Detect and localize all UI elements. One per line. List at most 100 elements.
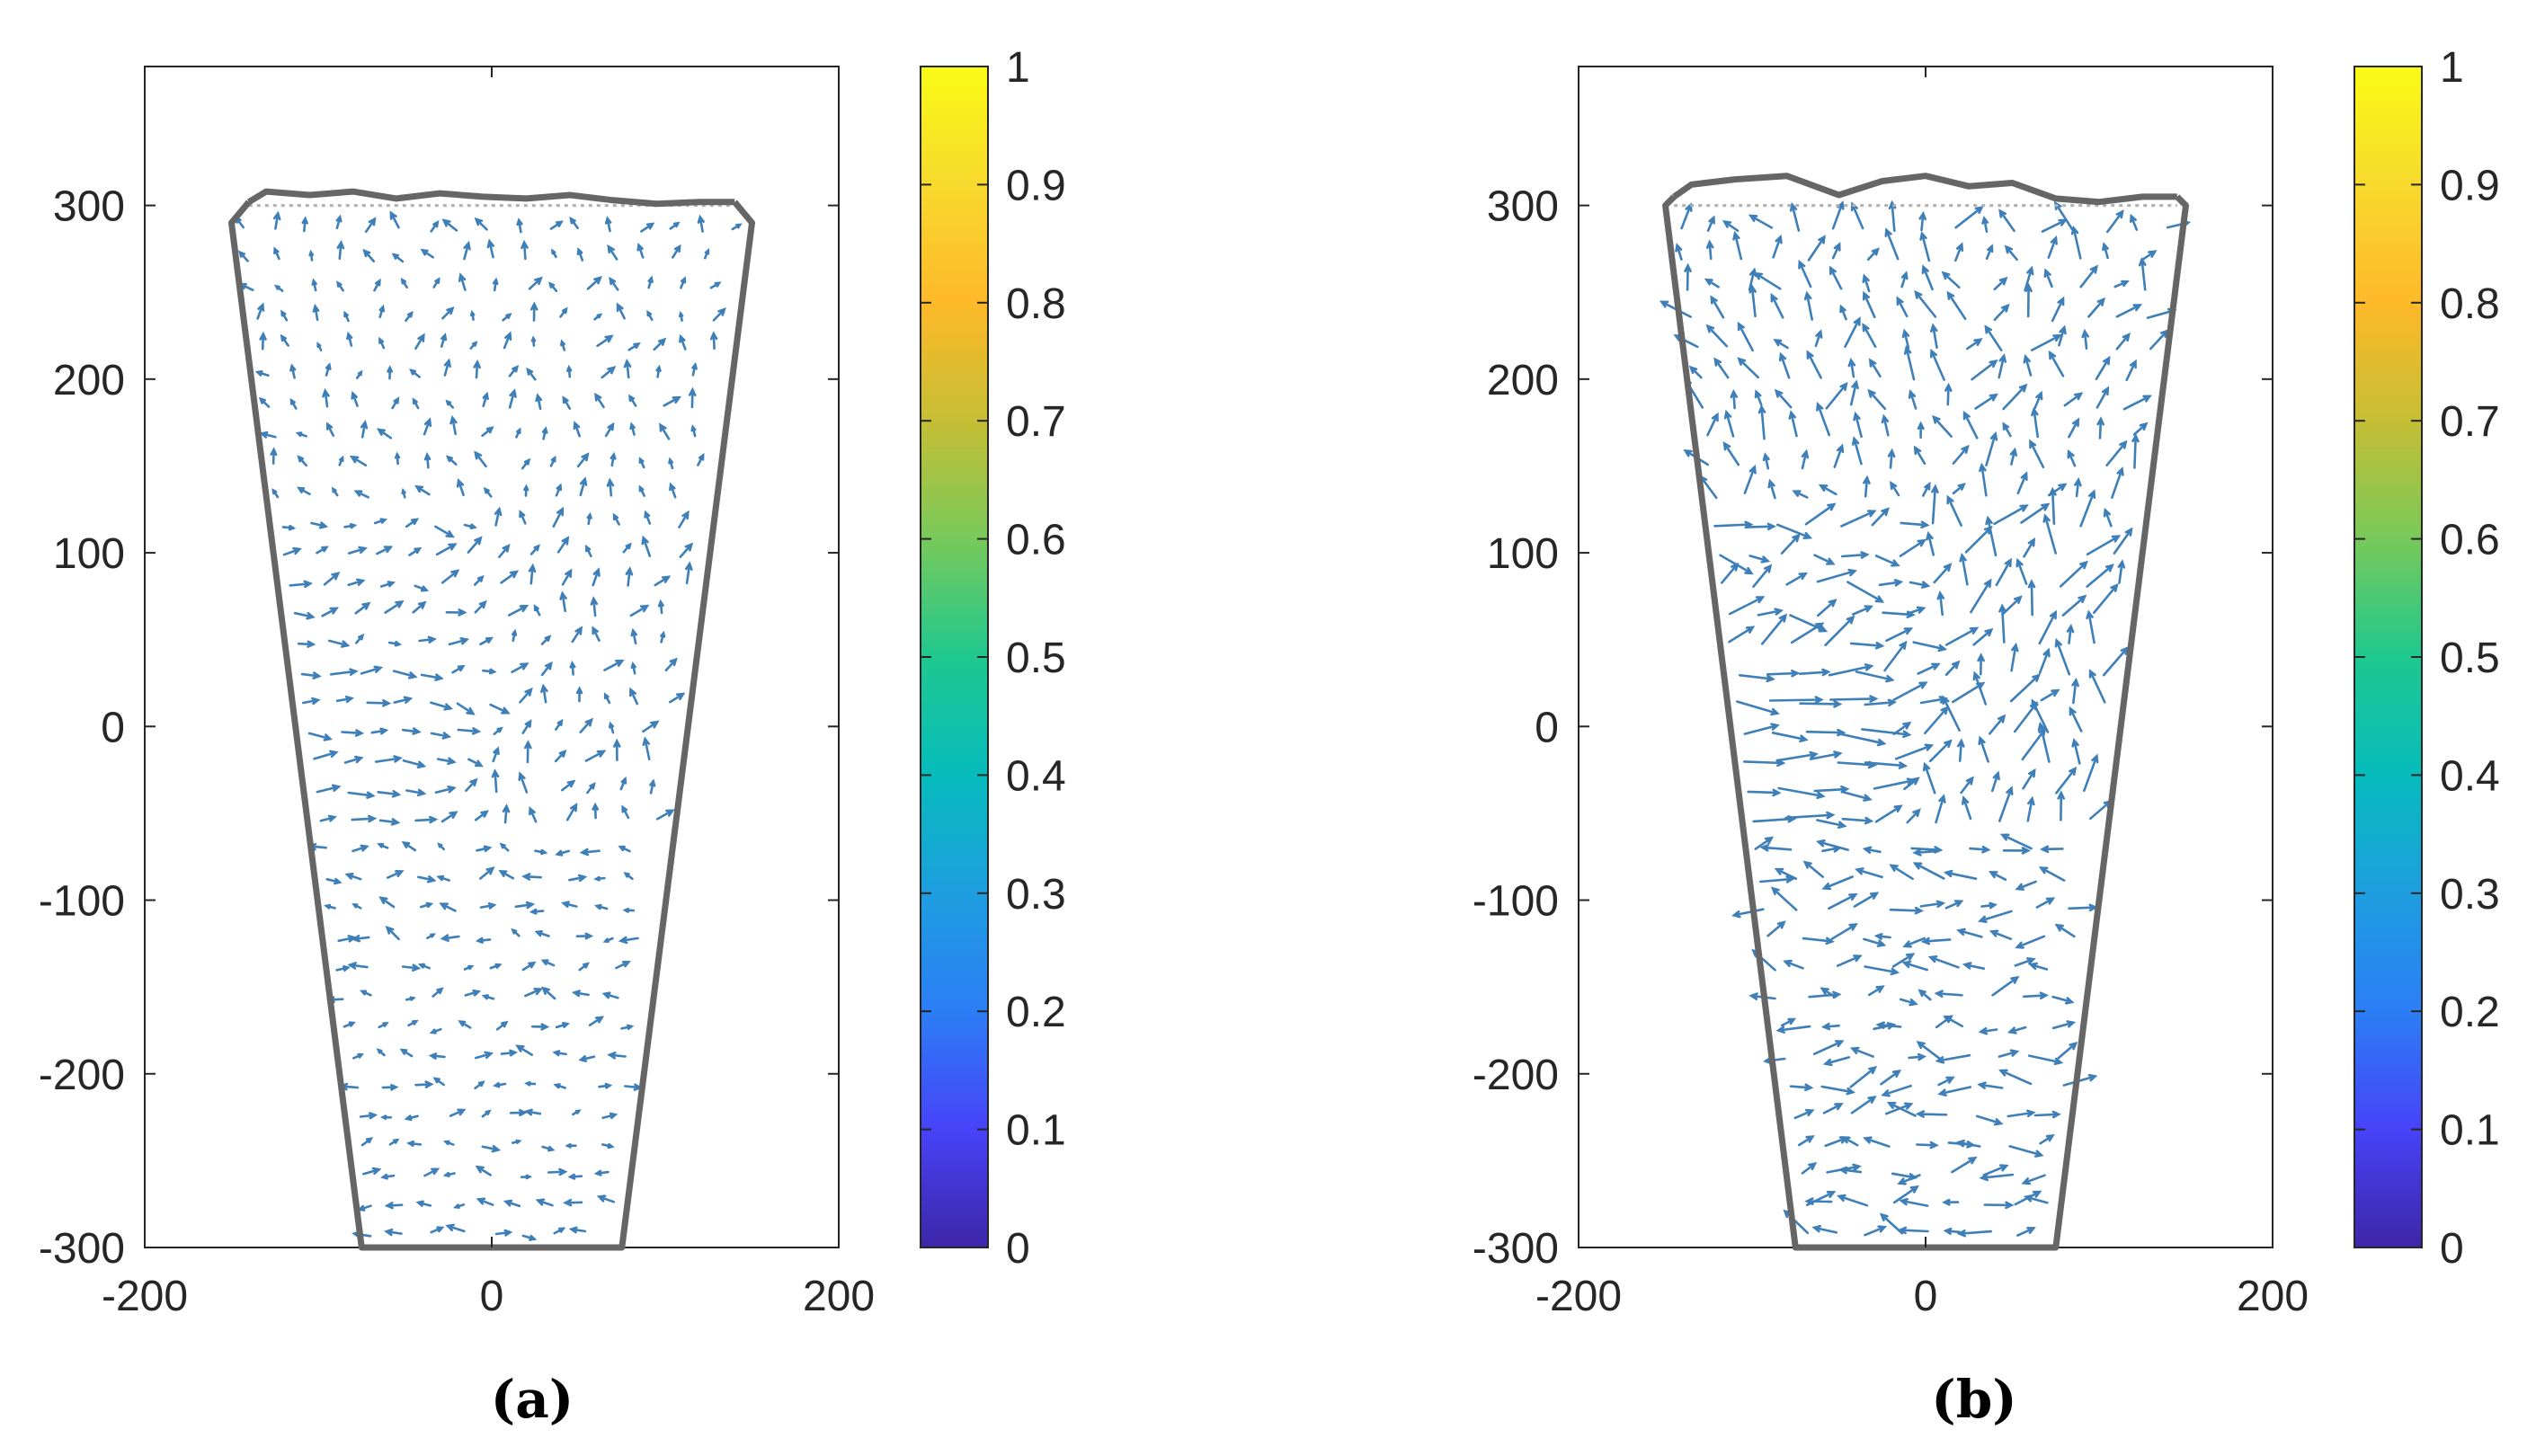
vector-arrow bbox=[1789, 201, 1801, 232]
vector-arrow bbox=[1833, 443, 1845, 468]
vector-arrow bbox=[2058, 324, 2067, 347]
vector-arrow bbox=[430, 219, 440, 233]
vector-arrow bbox=[561, 568, 573, 586]
vector-arrow bbox=[409, 368, 421, 378]
vector-arrow bbox=[2086, 535, 2122, 555]
vector-arrow bbox=[432, 987, 444, 998]
vector-arrow bbox=[1988, 871, 2007, 881]
vector-arrow bbox=[407, 1019, 419, 1027]
vector-arrow bbox=[579, 848, 601, 857]
vector-arrow bbox=[440, 934, 460, 942]
vector-arrow bbox=[1822, 1103, 1844, 1114]
vector-arrow bbox=[601, 1142, 615, 1150]
vector-arrow bbox=[445, 399, 454, 409]
vector-arrow bbox=[1753, 271, 1782, 290]
vector-arrow bbox=[2002, 422, 2012, 438]
vector-arrow bbox=[642, 720, 660, 733]
vector-arrow bbox=[1944, 900, 1964, 910]
vector-arrow bbox=[573, 421, 581, 438]
vector-arrow bbox=[1816, 401, 1830, 437]
vector-arrow bbox=[1836, 954, 1863, 967]
colorbar-tick-label: 0.2 bbox=[1006, 989, 1066, 1036]
vector-arrow bbox=[521, 961, 537, 972]
vector-arrow bbox=[408, 546, 423, 556]
vector-arrow bbox=[443, 1140, 455, 1146]
vector-arrow bbox=[654, 575, 672, 587]
vector-arrow bbox=[1955, 1139, 1981, 1148]
vector-arrow bbox=[561, 901, 578, 909]
vector-arrow bbox=[1866, 247, 1880, 262]
vector-arrow bbox=[2053, 200, 2074, 231]
y-tick-label: 0 bbox=[101, 704, 125, 751]
vector-arrow bbox=[653, 337, 667, 351]
vector-arrow bbox=[669, 482, 677, 499]
vector-arrow bbox=[2086, 609, 2096, 644]
vector-arrow bbox=[2122, 395, 2152, 411]
vector-arrow bbox=[380, 1114, 392, 1120]
vector-arrow bbox=[622, 542, 632, 554]
vector-arrow bbox=[603, 692, 611, 705]
vector-arrow bbox=[1884, 227, 1900, 261]
colorbar-tick-label: 0.6 bbox=[1006, 517, 1066, 564]
colorbar-tick-label: 0.8 bbox=[2440, 280, 2500, 328]
vector-arrow bbox=[420, 901, 434, 909]
vector-arrow bbox=[329, 668, 359, 676]
vector-arrow bbox=[441, 306, 455, 320]
x-tick-labels-a: -200 0 200 bbox=[102, 1273, 875, 1320]
vector-arrow bbox=[389, 210, 400, 229]
y-tick-labels-b: -300 -200 -100 0 100 200 300 bbox=[1473, 183, 1559, 1273]
vector-arrow bbox=[347, 546, 369, 555]
x-tick-label: -200 bbox=[102, 1273, 188, 1320]
vector-arrow bbox=[486, 238, 494, 259]
vector-arrow bbox=[393, 696, 414, 704]
vector-arrow bbox=[1777, 786, 1826, 800]
vector-arrow bbox=[456, 702, 476, 715]
vector-arrow bbox=[521, 719, 532, 734]
vector-arrow bbox=[494, 1229, 513, 1237]
vector-arrow bbox=[613, 738, 621, 761]
vector-arrow bbox=[321, 607, 339, 617]
vector-arrow bbox=[1816, 819, 1847, 829]
vector-arrow bbox=[271, 488, 280, 499]
vector-arrow bbox=[1874, 555, 1900, 567]
vector-arrow bbox=[1899, 998, 1918, 1007]
vector-arrow bbox=[418, 635, 438, 644]
vector-arrow bbox=[571, 626, 583, 644]
vector-arrow bbox=[664, 657, 678, 671]
vector-arrow bbox=[1892, 1185, 1920, 1204]
vector-arrow bbox=[346, 331, 353, 347]
vector-arrow bbox=[430, 732, 452, 740]
vector-arrow bbox=[1886, 1101, 1917, 1117]
vector-arrow bbox=[669, 692, 686, 704]
vector-arrow bbox=[1946, 290, 1967, 320]
vector-arrow bbox=[492, 277, 499, 292]
velocity-vectors-a bbox=[235, 210, 743, 1241]
vector-arrow bbox=[415, 1200, 432, 1207]
vector-arrow bbox=[1814, 329, 1823, 348]
vector-arrow bbox=[2037, 721, 2051, 763]
vector-arrow bbox=[697, 452, 705, 466]
vector-arrow bbox=[428, 1052, 446, 1060]
surface-profile-a bbox=[246, 188, 735, 208]
vector-arrow bbox=[289, 397, 298, 410]
vector-arrow bbox=[1917, 662, 1941, 675]
vector-arrow bbox=[481, 1145, 502, 1153]
vector-arrow bbox=[281, 524, 297, 531]
vector-arrow bbox=[1864, 965, 1900, 976]
vector-arrow bbox=[452, 1203, 466, 1209]
vector-arrow bbox=[420, 248, 434, 259]
vector-arrow bbox=[1818, 484, 1837, 496]
vector-arrow bbox=[412, 600, 427, 614]
vector-arrow bbox=[2095, 355, 2111, 380]
vector-arrow bbox=[1798, 259, 1812, 289]
vector-arrow bbox=[1985, 431, 1998, 466]
vector-arrow bbox=[355, 633, 365, 644]
vector-arrow bbox=[2096, 416, 2104, 439]
vector-arrow bbox=[1919, 696, 1949, 705]
vector-arrow bbox=[1959, 552, 1969, 586]
vector-arrow bbox=[498, 869, 515, 880]
vector-arrow bbox=[512, 628, 518, 643]
vector-arrow bbox=[2014, 957, 2036, 967]
x-tick-label: 200 bbox=[803, 1273, 875, 1320]
vector-arrow bbox=[289, 580, 313, 589]
